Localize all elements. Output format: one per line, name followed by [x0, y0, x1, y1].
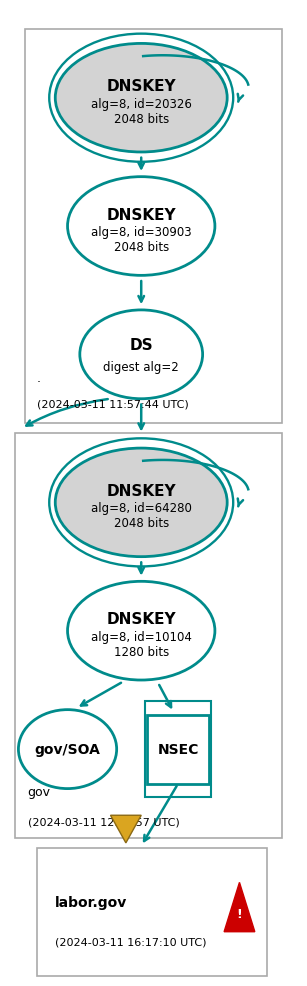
- Text: gov/SOA: gov/SOA: [35, 742, 100, 756]
- Polygon shape: [224, 882, 255, 932]
- Ellipse shape: [68, 582, 215, 680]
- Text: DNSKEY: DNSKEY: [107, 79, 176, 95]
- Text: alg=8, id=20326
2048 bits: alg=8, id=20326 2048 bits: [91, 98, 192, 125]
- Text: digest alg=2: digest alg=2: [103, 360, 179, 374]
- Text: (2024-03-11 11:57:44 UTC): (2024-03-11 11:57:44 UTC): [37, 399, 188, 409]
- Text: labor.gov: labor.gov: [55, 895, 127, 909]
- Text: .: .: [37, 372, 41, 385]
- Text: alg=8, id=30903
2048 bits: alg=8, id=30903 2048 bits: [91, 226, 192, 253]
- Text: alg=8, id=10104
1280 bits: alg=8, id=10104 1280 bits: [91, 630, 192, 658]
- Text: alg=8, id=64280
2048 bits: alg=8, id=64280 2048 bits: [91, 502, 192, 529]
- Text: DNSKEY: DNSKEY: [107, 611, 176, 627]
- Text: gov: gov: [28, 786, 51, 799]
- Ellipse shape: [18, 710, 117, 789]
- Ellipse shape: [68, 177, 215, 276]
- Text: NSEC: NSEC: [157, 742, 199, 756]
- Text: DS: DS: [130, 337, 153, 353]
- FancyBboxPatch shape: [25, 30, 282, 424]
- Text: DNSKEY: DNSKEY: [107, 483, 176, 499]
- Text: (2024-03-11 12:45:57 UTC): (2024-03-11 12:45:57 UTC): [28, 816, 179, 826]
- Polygon shape: [111, 815, 141, 843]
- Text: !: !: [237, 907, 242, 921]
- Ellipse shape: [55, 449, 227, 557]
- Text: DNSKEY: DNSKEY: [107, 207, 176, 223]
- FancyBboxPatch shape: [15, 434, 282, 838]
- Ellipse shape: [80, 311, 203, 399]
- Text: (2024-03-11 16:17:10 UTC): (2024-03-11 16:17:10 UTC): [55, 937, 207, 947]
- FancyBboxPatch shape: [37, 848, 267, 976]
- FancyBboxPatch shape: [147, 715, 209, 784]
- Ellipse shape: [55, 44, 227, 153]
